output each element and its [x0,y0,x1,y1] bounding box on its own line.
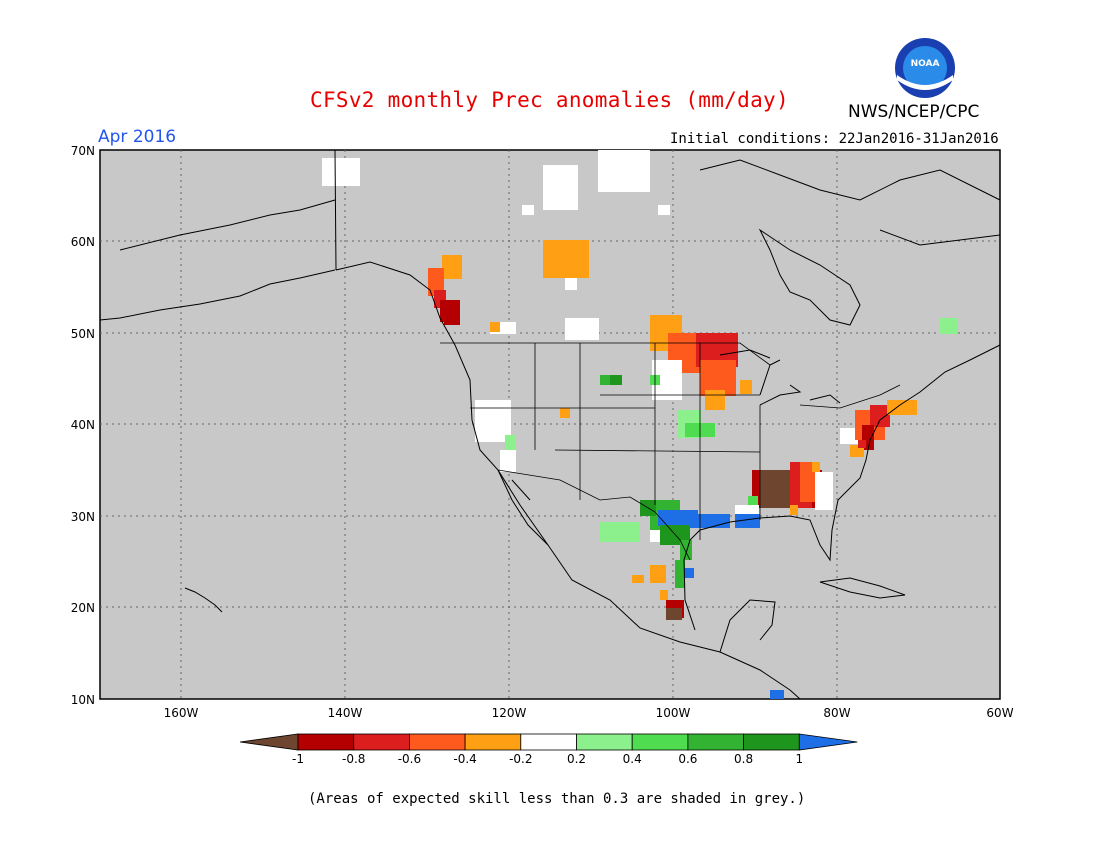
colorbar-tick-label: 0.4 [623,752,642,766]
us-mexico-border [497,469,691,561]
anomaly-cell [522,205,534,215]
anomaly-cell [428,268,444,296]
lon-tick-label: 140W [328,706,363,720]
colorbar: -1 -0.8 -0.6 -0.4 -0.2 0.2 0.4 0.6 0.8 1 [239,733,858,766]
anomaly-cell [940,318,958,334]
colorbar-segment [520,733,577,751]
anomaly-cell [887,400,917,415]
borders [440,342,901,561]
lat-tick-label: 50N [71,327,95,341]
anomaly-cell [565,278,577,290]
colorbar-tick-label: -0.6 [398,752,421,766]
anomaly-cell [675,560,685,588]
anomaly-cell [790,505,798,515]
gulf-coast [683,344,1001,631]
anomaly-cell [748,496,758,506]
west-coast [335,261,801,700]
skill-note: (Areas of expected skill less than 0.3 a… [308,791,806,807]
anomaly-cell [565,318,599,340]
initial-conditions-label: Initial conditions: 22Jan2016-31Jan2016 [670,131,999,147]
anomaly-cell [650,530,660,542]
anomaly-cell [490,322,500,332]
chart-title: CFSv2 monthly Prec anomalies (mm/day) [310,88,789,112]
colorbar-left-arrow [239,733,299,751]
anomaly-cell [600,522,640,542]
lon-tick-label: 100W [656,706,691,720]
colorbar-tick-label: 1 [795,752,803,766]
anomaly-cell [444,315,460,325]
anomaly-cell [658,510,698,526]
lat-tick-label: 10N [71,693,95,707]
colorbar-segment [743,733,800,751]
grid-lines [100,150,1000,699]
anomaly-cell [690,514,730,528]
great-lakes [719,349,841,406]
lon-tick-label: 160W [164,706,199,720]
anomaly-cell [666,608,682,620]
colorbar-segment [631,733,689,751]
colorbar-tick-label: -0.4 [453,752,476,766]
anomaly-cell [322,158,360,186]
colorbar-segment [687,733,745,751]
state-lines [470,343,761,540]
alaska-coast [99,149,337,321]
lon-tick-label: 120W [492,706,527,720]
colorbar-tick-label: -1 [292,752,304,766]
agency-label: NWS/NCEP/CPC [848,102,980,122]
yucatan-coast [719,599,776,653]
anomaly-cell [660,590,668,600]
anomaly-cell [632,575,644,583]
colorbar-tick-label: -0.2 [509,752,532,766]
colorbar-segment [576,733,633,751]
noaa-logo: NOAA [895,38,955,98]
anomaly-cell [598,150,650,192]
period-label: Apr 2016 [98,127,177,147]
baja-coast [497,469,549,546]
colorbar-tick-label: 0.8 [734,752,753,766]
anomaly-cell [500,450,516,472]
anomaly-cell [770,690,784,699]
anomaly-cell [610,375,622,385]
anomaly-cell [870,405,890,427]
lat-tick-label: 70N [71,144,95,158]
anomaly-cell [650,565,666,583]
anomaly-cell [505,435,515,453]
anomaly-cell [543,165,578,210]
colorbar-right-arrow [798,733,858,751]
anomaly-cell [658,205,670,215]
anomaly-cell [815,472,833,510]
lat-tick-label: 30N [71,510,95,524]
anomaly-cell [560,408,570,418]
anomaly-cell [684,568,694,578]
colorbar-segment [297,733,355,751]
colorbar-segment [408,733,466,751]
anomaly-cell [705,390,725,410]
anomaly-cell [812,462,820,472]
colorbar-tick-label: 0.2 [567,752,586,766]
lon-tick-label: 60W [986,706,1013,720]
colorbar-segment [353,733,410,751]
hudson-bay [758,228,861,326]
colorbar-tick-label: 0.6 [678,752,697,766]
hawaii [184,587,223,613]
anomaly-cell [858,440,866,448]
arctic-islands [699,159,1001,246]
colorbar-tick-label: -0.8 [342,752,365,766]
cuba-coast [819,577,906,599]
anomaly-cell [735,514,760,528]
noaa-logo-text: NOAA [911,59,940,69]
anomaly-cell [543,240,589,278]
coastlines [99,149,1001,700]
anomaly-cell [600,375,610,385]
us-canada-border [440,342,901,409]
lat-tick-label: 20N [71,601,95,615]
colorbar-segment [464,733,522,751]
lon-tick-label: 80W [823,706,850,720]
lat-tick-label: 40N [71,418,95,432]
anomaly-patches [322,150,958,699]
anomaly-cell [740,380,752,394]
lat-tick-label: 60N [71,235,95,249]
anomaly-cell [442,255,462,279]
